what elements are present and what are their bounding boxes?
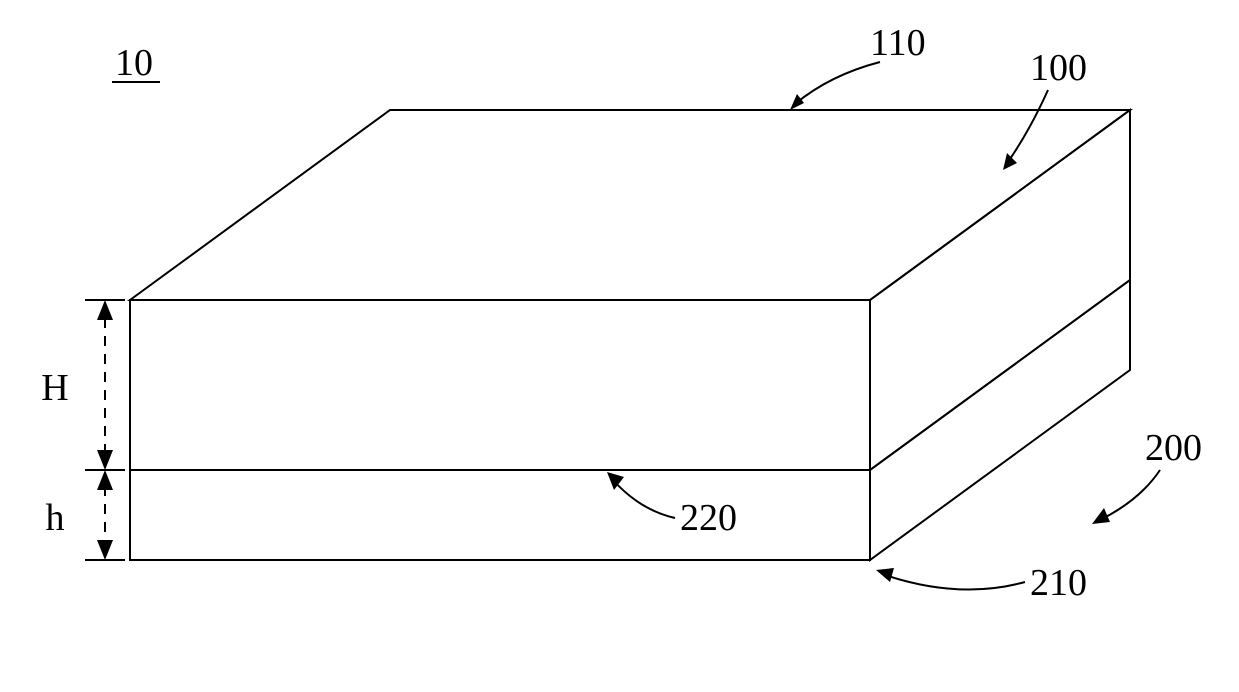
dimension-H-label: H [41,367,68,409]
figure-id-text: 10 [115,42,153,84]
callout-100-label: 100 [1030,47,1087,89]
callout-110: 110 [790,22,926,110]
upper-block-top-face [130,110,1130,300]
upper-block-right-face [870,110,1130,470]
lower-block-right-face [870,280,1130,560]
dimension-H: H [41,300,125,470]
callout-220: 220 [607,472,737,539]
callout-200-label: 200 [1145,427,1202,469]
callout-210: 210 [876,562,1087,604]
lower-block-front-face [130,470,870,560]
layered-block-diagram: H h 10 110 100 200 210 220 [0,0,1239,692]
upper-block-front-face [130,300,870,470]
figure-id: 10 [112,42,160,84]
callout-200: 200 [1092,427,1202,524]
callout-110-label: 110 [870,22,926,64]
callout-220-label: 220 [680,497,737,539]
callout-210-label: 210 [1030,562,1087,604]
dimension-h-label: h [46,497,65,539]
dimension-h: h [46,470,126,560]
